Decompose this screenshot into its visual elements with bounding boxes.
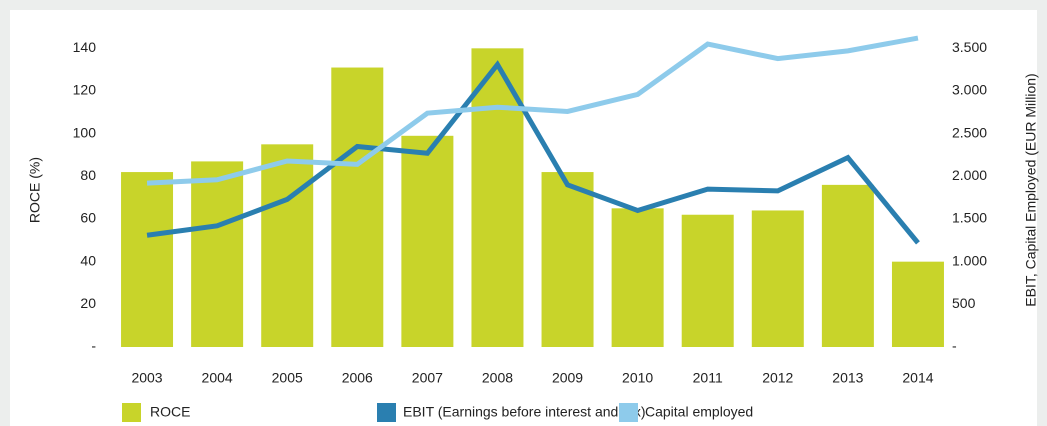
y2-tick-label: - — [952, 338, 957, 354]
line — [146, 60, 920, 245]
bar — [541, 172, 594, 347]
bar — [401, 135, 454, 347]
x-tick-label: 2011 — [693, 370, 723, 386]
line — [146, 35, 919, 186]
y-tick-label: 20 — [80, 295, 96, 311]
y-tick-label: 120 — [73, 82, 97, 98]
x-tick-label: 2004 — [202, 370, 233, 386]
bar — [681, 214, 734, 347]
bar — [821, 184, 874, 347]
y2-tick-label: 2.500 — [952, 124, 987, 140]
y2-tick-label: 3.000 — [952, 82, 987, 98]
y-tick-label: 140 — [73, 39, 97, 55]
bar — [261, 144, 314, 347]
y-tick-label: 80 — [80, 167, 96, 183]
legend-label: Capital employed — [645, 404, 753, 420]
x-tick-label: 2003 — [131, 370, 162, 386]
bar — [121, 172, 174, 347]
x-tick-label: 2014 — [902, 370, 933, 386]
bar — [751, 210, 804, 347]
x-tick-label: 2005 — [272, 370, 303, 386]
bar — [611, 208, 664, 347]
bar — [331, 67, 384, 348]
legend-swatch — [122, 403, 141, 422]
x-tick-label: 2010 — [622, 370, 653, 386]
legend-label: ROCE — [150, 404, 190, 420]
y2-tick-label: 1.000 — [952, 252, 987, 268]
x-tick-label: 2009 — [552, 370, 583, 386]
y2-tick-label: 3.500 — [952, 39, 987, 55]
y-tick-label: 40 — [80, 252, 96, 268]
x-tick-label: 2013 — [832, 370, 863, 386]
y-tick-label: - — [91, 338, 96, 354]
y2-axis-title: EBIT, Capital Employed (EUR Million) — [1023, 73, 1039, 306]
y2-tick-label: 1.500 — [952, 210, 987, 226]
x-tick-label: 2012 — [762, 370, 793, 386]
y-axis-title: ROCE (%) — [27, 157, 43, 223]
bar — [891, 261, 944, 347]
legend-swatch — [377, 403, 396, 422]
x-tick-label: 2008 — [482, 370, 513, 386]
x-tick-label: 2007 — [412, 370, 443, 386]
y-tick-label: 100 — [73, 124, 97, 140]
x-tick-label: 2006 — [342, 370, 373, 386]
bar — [191, 161, 244, 347]
legend-label: EBIT (Earnings before interest and tax) — [403, 404, 646, 420]
y2-tick-label: 2.000 — [952, 167, 987, 183]
y2-tick-label: 500 — [952, 295, 976, 311]
y-tick-label: 60 — [80, 210, 96, 226]
legend-swatch — [619, 403, 638, 422]
